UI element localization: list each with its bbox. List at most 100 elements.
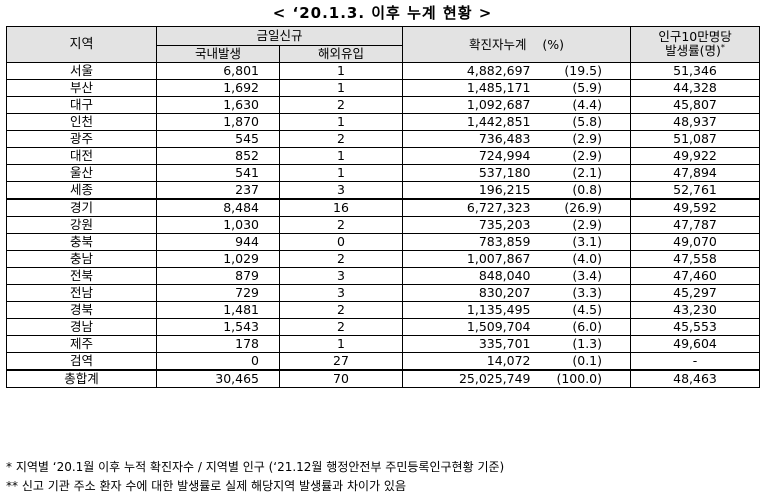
table-row: 부산 1,692 1 1,485,171 (5.9) 44,328 (6, 79, 761, 97)
row-percent: (5.9) (532, 79, 632, 97)
row-region: 경남 (6, 318, 157, 336)
header-rate-line1: 인구10만명당 (658, 29, 732, 44)
row-region: 충북 (6, 233, 157, 251)
row-region: 울산 (6, 164, 157, 182)
row-domestic: 0 (156, 352, 280, 371)
table-row: 광주 545 2 736,483 (2.9) 51,087 (6, 130, 761, 148)
row-percent: (19.5) (532, 62, 632, 80)
row-region: 충남 (6, 250, 157, 268)
row-cumulative: 4,882,697 (402, 62, 533, 80)
row-overseas: 16 (278, 198, 404, 217)
row-cumulative: 1,509,704 (402, 318, 533, 336)
row-rate: 43,230 (630, 301, 761, 319)
row-rate: 48,937 (630, 113, 761, 131)
row-cumulative: 14,072 (402, 352, 533, 371)
table-row: 대구 1,630 2 1,092,687 (4.4) 45,807 (6, 96, 761, 114)
row-percent: (2.9) (532, 216, 632, 234)
row-rate: 45,553 (630, 318, 761, 336)
total-cumulative: 25,025,749 (402, 369, 533, 388)
row-overseas: 2 (278, 130, 404, 148)
table-row: 전남 729 3 830,207 (3.3) 45,297 (6, 284, 761, 302)
row-rate: 45,297 (630, 284, 761, 302)
row-region: 세종 (6, 181, 157, 200)
table-row: 경북 1,481 2 1,135,495 (4.5) 43,230 (6, 301, 761, 319)
table-row: 대전 852 1 724,994 (2.9) 49,922 (6, 147, 761, 165)
row-overseas: 2 (278, 96, 404, 114)
row-domestic: 1,481 (156, 301, 280, 319)
row-cumulative: 848,040 (402, 267, 533, 285)
row-overseas: 2 (278, 318, 404, 336)
row-cumulative: 1,442,851 (402, 113, 533, 131)
row-cumulative: 1,485,171 (402, 79, 533, 97)
header-incidence-rate: 인구10만명당 발생률(명)* (630, 26, 761, 63)
row-domestic: 1,029 (156, 250, 280, 268)
row-domestic: 879 (156, 267, 280, 285)
row-region: 제주 (6, 335, 157, 353)
row-overseas: 3 (278, 181, 404, 200)
row-percent: (0.8) (532, 181, 632, 200)
row-percent: (4.5) (532, 301, 632, 319)
total-overseas: 70 (278, 369, 404, 388)
row-overseas: 2 (278, 301, 404, 319)
row-rate: 51,087 (630, 130, 761, 148)
row-percent: (6.0) (532, 318, 632, 336)
row-rate: 47,460 (630, 267, 761, 285)
row-overseas: 3 (278, 267, 404, 285)
footnote-1: * 지역별 ‘20.1월 이후 누적 확진자수 / 지역별 인구 (‘21.12… (6, 460, 505, 474)
row-overseas: 1 (278, 147, 404, 165)
row-percent: (2.1) (532, 164, 632, 182)
table-row: 울산 541 1 537,180 (2.1) 47,894 (6, 164, 761, 182)
row-rate: 52,761 (630, 181, 761, 200)
page-title: < ‘20.1.3. 이후 누계 현황 > (272, 4, 493, 22)
row-domestic: 1,030 (156, 216, 280, 234)
table-row: 충북 944 0 783,859 (3.1) 49,070 (6, 233, 761, 251)
row-region: 전남 (6, 284, 157, 302)
row-cumulative: 335,701 (402, 335, 533, 353)
row-region: 광주 (6, 130, 157, 148)
row-domestic: 852 (156, 147, 280, 165)
row-domestic: 178 (156, 335, 280, 353)
table-row: 제주 178 1 335,701 (1.3) 49,604 (6, 335, 761, 353)
row-cumulative: 724,994 (402, 147, 533, 165)
row-region: 부산 (6, 79, 157, 97)
header-cumulative: 확진자누계 (%) (402, 26, 632, 63)
row-region: 대전 (6, 147, 157, 165)
row-cumulative: 1,135,495 (402, 301, 533, 319)
row-cumulative: 1,007,867 (402, 250, 533, 268)
row-region: 경북 (6, 301, 157, 319)
row-percent: (4.4) (532, 96, 632, 114)
row-overseas: 1 (278, 62, 404, 80)
table-row: 검역 0 27 14,072 (0.1) - (6, 352, 761, 371)
table-row: 전북 879 3 848,040 (3.4) 47,460 (6, 267, 761, 285)
row-overseas: 1 (278, 113, 404, 131)
row-overseas: 1 (278, 79, 404, 97)
row-overseas: 1 (278, 164, 404, 182)
row-percent: (3.4) (532, 267, 632, 285)
table-row: 인천 1,870 1 1,442,851 (5.8) 48,937 (6, 113, 761, 131)
row-region: 인천 (6, 113, 157, 131)
row-domestic: 729 (156, 284, 280, 302)
row-rate: 49,070 (630, 233, 761, 251)
row-rate: 51,346 (630, 62, 761, 80)
table-row: 서울 6,801 1 4,882,697 (19.5) 51,346 (6, 62, 761, 80)
table-row: 충남 1,029 2 1,007,867 (4.0) 47,558 (6, 250, 761, 268)
row-domestic: 1,870 (156, 113, 280, 131)
row-cumulative: 830,207 (402, 284, 533, 302)
header-domestic: 국내발생 (156, 45, 280, 63)
row-rate: 47,894 (630, 164, 761, 182)
total-row: 총합계 30,465 70 25,025,749 (100.0) 48,463 (6, 369, 761, 388)
row-overseas: 1 (278, 335, 404, 353)
row-domestic: 237 (156, 181, 280, 200)
table-body: 서울 6,801 1 4,882,697 (19.5) 51,346 부산 1,692 1 1,4… (6, 62, 761, 371)
row-overseas: 2 (278, 250, 404, 268)
row-rate: 47,787 (630, 216, 761, 234)
row-percent: (2.9) (532, 147, 632, 165)
row-domestic: 6,801 (156, 62, 280, 80)
row-percent: (5.8) (532, 113, 632, 131)
header-overseas: 해외유입 (278, 45, 404, 63)
row-cumulative: 1,092,687 (402, 96, 533, 114)
row-region: 전북 (6, 267, 157, 285)
row-region: 대구 (6, 96, 157, 114)
row-rate: 49,922 (630, 147, 761, 165)
row-region: 검역 (6, 352, 157, 371)
